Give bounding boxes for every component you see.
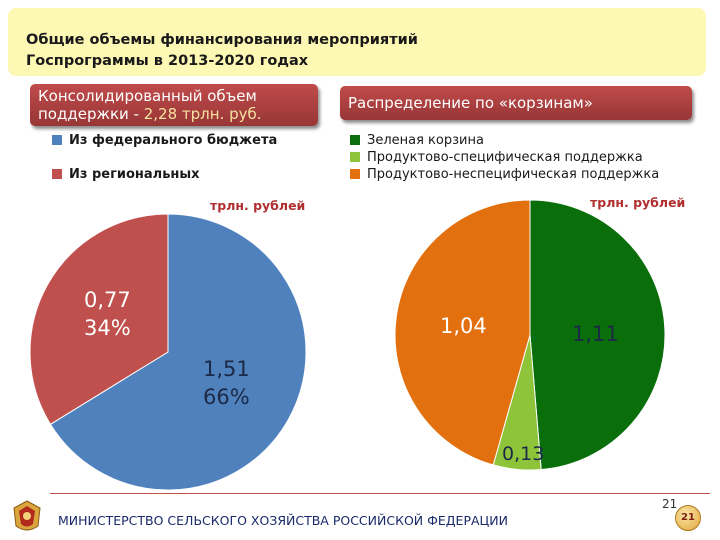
left-pie-slice-2 xyxy=(29,213,169,425)
legend-swatch-regional xyxy=(52,169,62,179)
left-ribbon-line-1: Консолидированный объем xyxy=(38,87,257,105)
slice-value-regional: 0,77 xyxy=(84,288,131,312)
legend-swatch-green-basket xyxy=(350,135,360,145)
legend-label-federal: Из федерального бюджета xyxy=(69,133,278,148)
ministry-name: МИНИСТЕРСТВО СЕЛЬСКОГО ХОЗЯЙСТВА РОССИЙС… xyxy=(58,513,508,528)
left-chart-unit: трлн. рублей xyxy=(210,198,306,213)
slice-label-non-product-specific: 1,04 xyxy=(440,314,487,338)
page-number: 21 xyxy=(662,497,678,511)
footer-divider xyxy=(50,493,710,494)
legend-swatch-federal xyxy=(52,135,62,145)
slice-value-federal: 1,51 xyxy=(203,357,250,381)
slice-label-green-basket: 1,11 xyxy=(572,322,619,346)
right-chart-unit: трлн. рублей xyxy=(590,195,686,210)
legend-label-green-basket: Зеленая корзина xyxy=(367,133,484,148)
legend-item-regional: Из региональных xyxy=(52,167,200,182)
left-ribbon-value: 2,28 трлн. руб. xyxy=(143,105,262,123)
page-title: Общие объемы финансирования мероприятий … xyxy=(26,30,418,72)
legend-swatch-product-specific xyxy=(350,152,360,162)
right-pie-slice-1 xyxy=(529,199,666,471)
left-chart-ribbon: Консолидированный объем поддержки - 2,28… xyxy=(30,84,318,126)
legend-item-federal: Из федерального бюджета xyxy=(52,133,277,148)
left-ribbon-prefix: поддержки - xyxy=(38,105,144,123)
slice-label-federal: 1,51 66% xyxy=(203,355,250,411)
right-chart-ribbon: Распределение по «корзинам» xyxy=(340,86,692,120)
slice-percent-federal: 66% xyxy=(203,385,250,409)
right-ribbon-text: Распределение по «корзинам» xyxy=(348,94,593,112)
slice-label-regional: 0,77 34% xyxy=(84,286,131,342)
legend-label-regional: Из региональных xyxy=(69,167,200,182)
ministry-emblem-icon xyxy=(13,500,41,531)
slice-label-product-specific: 0,13 xyxy=(502,443,545,465)
legend-item-non-product-specific: Продуктово-неспецифическая поддержка xyxy=(350,167,659,182)
legend-item-product-specific: Продуктово-специфическая поддержка xyxy=(350,150,643,165)
title-line-1: Общие объемы финансирования мероприятий xyxy=(26,32,418,48)
title-line-2: Госпрограммы в 2013-2020 годах xyxy=(26,53,309,69)
right-pie-chart xyxy=(394,199,666,471)
page-badge: 21 xyxy=(675,505,701,531)
legend-swatch-non-product-specific xyxy=(350,169,360,179)
left-ribbon-line-2: поддержки - 2,28 трлн. руб. xyxy=(38,105,262,123)
right-pie-slice-3 xyxy=(394,199,531,466)
legend-label-non-product-specific: Продуктово-неспецифическая поддержка xyxy=(367,167,660,182)
title-banner: Общие объемы финансирования мероприятий … xyxy=(8,8,706,76)
left-pie-chart xyxy=(29,213,307,491)
legend-item-green-basket: Зеленая корзина xyxy=(350,133,484,148)
legend-label-product-specific: Продуктово-специфическая поддержка xyxy=(367,150,643,165)
left-pie-slice-1 xyxy=(49,213,307,491)
slice-percent-regional: 34% xyxy=(84,316,131,340)
